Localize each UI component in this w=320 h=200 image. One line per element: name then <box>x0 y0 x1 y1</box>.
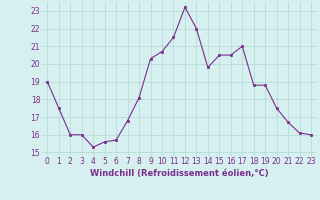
X-axis label: Windchill (Refroidissement éolien,°C): Windchill (Refroidissement éolien,°C) <box>90 169 268 178</box>
